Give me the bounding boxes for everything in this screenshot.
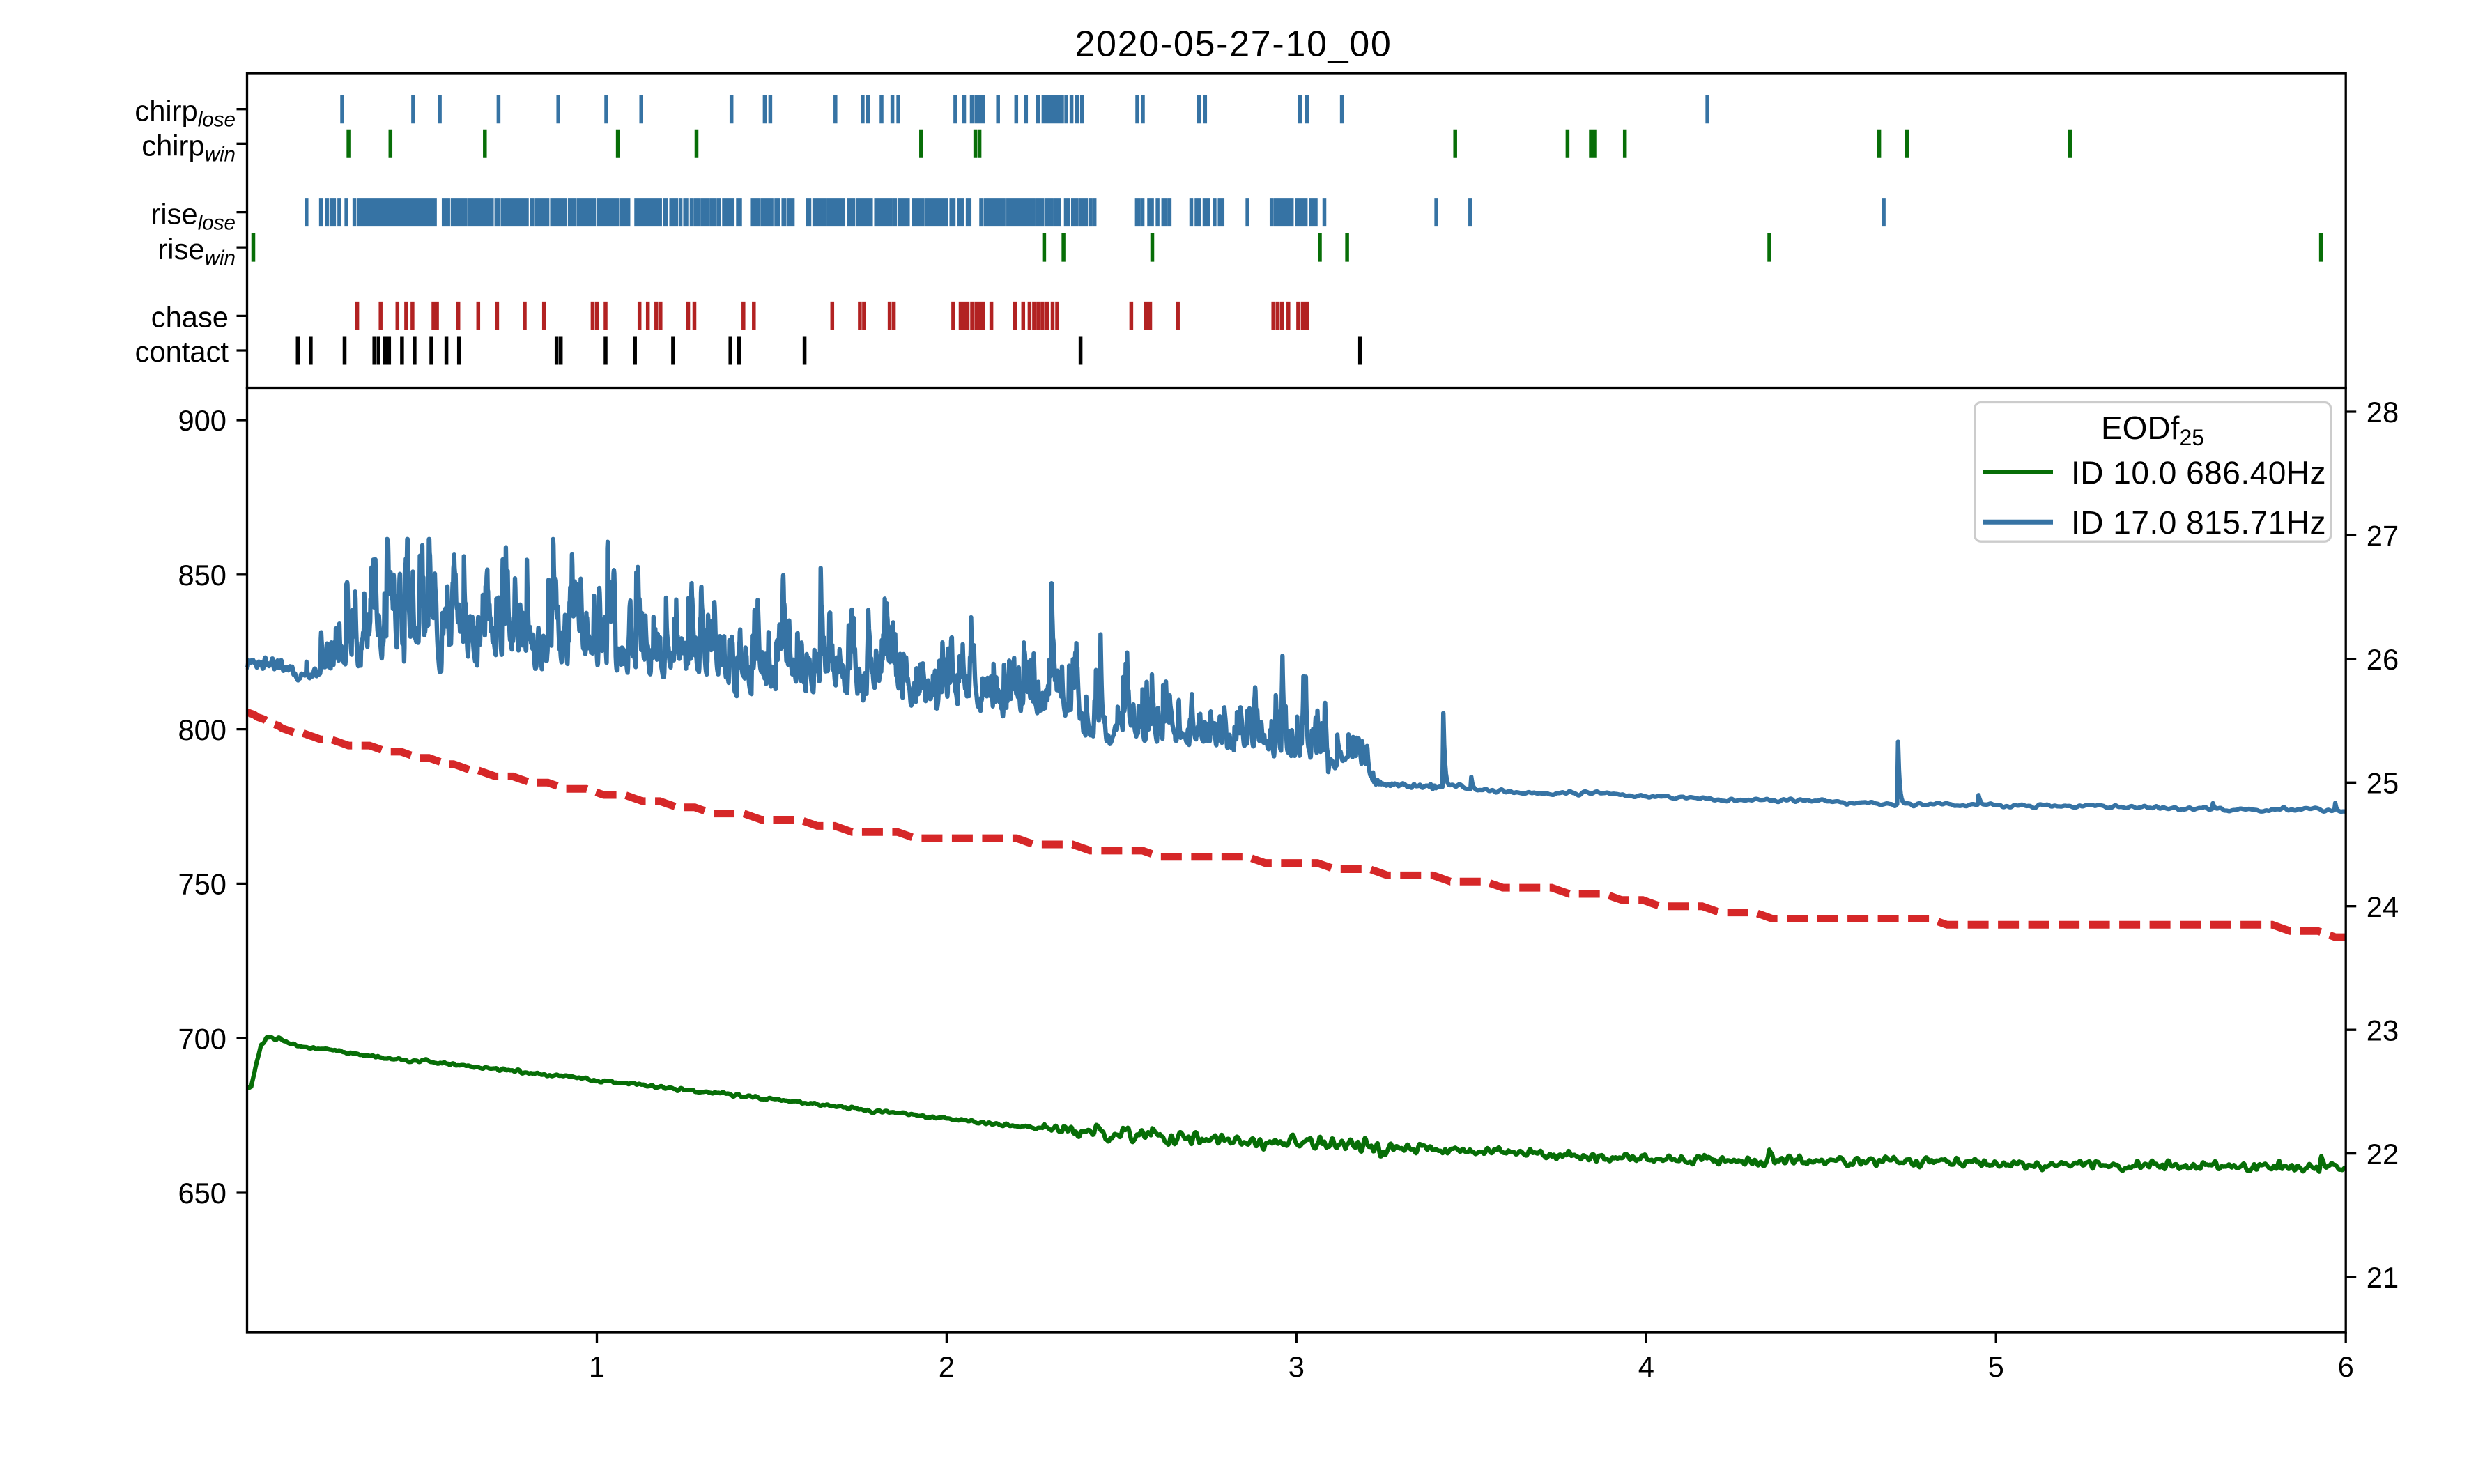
svg-text:22: 22 [2367, 1138, 2399, 1170]
svg-text:650: 650 [178, 1177, 226, 1209]
svg-text:contact: contact [135, 335, 229, 368]
svg-text:2: 2 [939, 1350, 955, 1383]
svg-text:5: 5 [1988, 1350, 2004, 1383]
svg-text:850: 850 [178, 559, 226, 592]
svg-text:3: 3 [1289, 1350, 1305, 1383]
svg-text:700: 700 [178, 1022, 226, 1055]
svg-text:25: 25 [2367, 767, 2399, 800]
svg-text:ID 17.0 815.71Hz: ID 17.0 815.71Hz [2071, 504, 2326, 541]
svg-text:24: 24 [2367, 890, 2399, 923]
svg-text:riselose: riselose [151, 198, 236, 235]
svg-text:6: 6 [2338, 1350, 2354, 1383]
svg-text:900: 900 [178, 404, 226, 437]
svg-text:2020-05-27-10_00: 2020-05-27-10_00 [1075, 24, 1392, 65]
svg-text:4: 4 [1638, 1350, 1654, 1383]
svg-text:800: 800 [178, 713, 226, 746]
svg-text:28: 28 [2367, 396, 2399, 428]
svg-text:27: 27 [2367, 520, 2399, 552]
svg-text:23: 23 [2367, 1014, 2399, 1046]
svg-text:1: 1 [589, 1350, 605, 1383]
svg-text:21: 21 [2367, 1261, 2399, 1294]
svg-text:26: 26 [2367, 643, 2399, 676]
svg-text:chase: chase [151, 300, 229, 333]
svg-text:ID 10.0 686.40Hz: ID 10.0 686.40Hz [2071, 454, 2326, 490]
svg-text:750: 750 [178, 868, 226, 901]
